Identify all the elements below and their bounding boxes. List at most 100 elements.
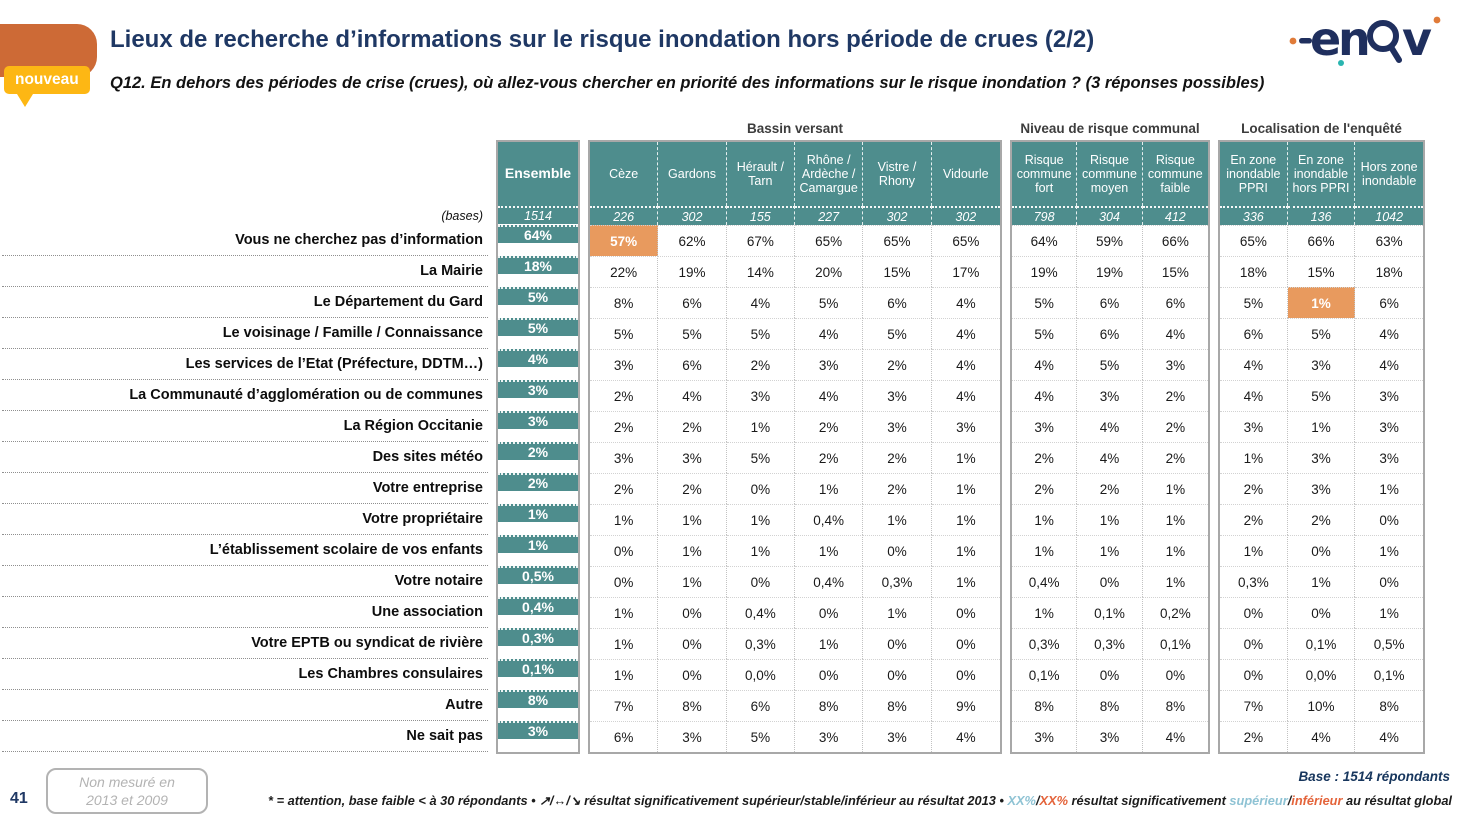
ensemble-value: 8% xyxy=(498,690,578,708)
value-cell: 1% xyxy=(658,566,727,597)
value-cell: 1% xyxy=(795,535,864,566)
row-label: Des sites météo xyxy=(2,442,488,473)
value-cell: 1% xyxy=(795,628,864,659)
value-cell: 4% xyxy=(1142,721,1208,752)
value-cell: 1% xyxy=(1142,535,1208,566)
value-cell: 0% xyxy=(1287,535,1356,566)
page-number: 41 xyxy=(10,790,28,807)
value-cell: 1% xyxy=(1142,566,1208,597)
logo-dot-right xyxy=(1433,16,1441,24)
value-cell: 0% xyxy=(931,597,1000,628)
value-cell: 2% xyxy=(1220,473,1288,504)
value-cell: 4% xyxy=(795,380,864,411)
footnote-part2: résultat significativement xyxy=(1067,793,1230,808)
row-label: Votre propriétaire xyxy=(2,504,488,535)
value-cell: 0% xyxy=(726,473,795,504)
ensemble-value: 64% xyxy=(498,225,578,243)
column-group: Bassin versant Cèze Gardons Hérault / Tarn R… xyxy=(588,116,1002,754)
value-cell: 7% xyxy=(1220,690,1288,721)
ensemble-value: 3% xyxy=(498,411,578,429)
value-cell: 9% xyxy=(931,690,1000,721)
value-cell: 3% xyxy=(1220,411,1288,442)
base-value: 1514 xyxy=(498,206,578,224)
value-cell: 4% xyxy=(931,721,1000,752)
ensemble-box: Ensemble 1514 64% 18% 5% 5% 4% 3% 3% 2% 2% 1% 1% 0,5%… xyxy=(496,140,580,754)
value-cell: 0,4% xyxy=(1012,566,1078,597)
value-cell: 5% xyxy=(1012,287,1078,318)
value-cell: 0% xyxy=(863,535,932,566)
value-cell: 63% xyxy=(1355,225,1423,256)
row-label: L’établissement scolaire de vos enfants xyxy=(2,535,488,566)
value-cell: 1% xyxy=(590,504,659,535)
ensemble-value: 2% xyxy=(498,473,578,491)
value-cell: 3% xyxy=(658,721,727,752)
value-cell: 0% xyxy=(1077,566,1143,597)
value-cell: 8% xyxy=(1142,690,1208,721)
value-cell: 1% xyxy=(1012,535,1078,566)
value-cell: 2% xyxy=(590,473,659,504)
value-cell: 6% xyxy=(590,721,659,752)
footnote-part3: au résultat global xyxy=(1342,793,1452,808)
value-cell: 3% xyxy=(795,349,864,380)
base-value: 227 xyxy=(795,206,864,225)
value-cell: 0,2% xyxy=(1142,597,1208,628)
value-cell: 1% xyxy=(931,473,1000,504)
value-cell: 2% xyxy=(1012,442,1078,473)
ensemble-column: Ensemble 1514 64% 18% 5% 5% 4% 3% 3% 2% 2% 1% 1% 0,5%… xyxy=(496,116,580,754)
value-cell: 19% xyxy=(1077,256,1143,287)
row-label: Les Chambres consulaires xyxy=(2,659,488,690)
row-label: Le voisinage / Famille / Connaissance xyxy=(2,318,488,349)
value-cell: 0% xyxy=(1287,597,1356,628)
ensemble-value: 1% xyxy=(498,535,578,553)
value-cell: 2% xyxy=(863,349,932,380)
column-header: Vistre / Rhony xyxy=(863,142,932,206)
ensemble-value: 1% xyxy=(498,504,578,522)
value-cell: 4% xyxy=(931,287,1000,318)
ensemble-value: 0,4% xyxy=(498,597,578,615)
value-cell: 4% xyxy=(1220,380,1288,411)
column-header: En zone inondable hors PPRI xyxy=(1287,142,1356,206)
value-cell: 15% xyxy=(863,256,932,287)
value-cell: 5% xyxy=(590,318,659,349)
base-value: 412 xyxy=(1142,206,1208,225)
group-title: Localisation de l'enquêté xyxy=(1241,120,1402,136)
value-cell: 4% xyxy=(658,380,727,411)
value-cell: 2% xyxy=(1220,504,1288,535)
value-cell: 0% xyxy=(1077,659,1143,690)
column-header: Rhône / Ardèche / Camargue xyxy=(795,142,864,206)
footnote-slash2: / xyxy=(1287,793,1292,808)
logo-magnifier-icon xyxy=(1367,20,1399,52)
value-cell: 3% xyxy=(1077,721,1143,752)
value-cell: 1% xyxy=(1142,504,1208,535)
row-label: La Communauté d’agglomération ou de comm… xyxy=(2,380,488,411)
value-cell: 5% xyxy=(863,318,932,349)
svg-text:n: n xyxy=(1338,12,1371,66)
value-cell: 3% xyxy=(1355,380,1423,411)
value-cell: 0,1% xyxy=(1287,628,1356,659)
column-header: Gardons xyxy=(658,142,727,206)
ensemble-value: 0,1% xyxy=(498,659,578,677)
value-cell: 0% xyxy=(1355,504,1423,535)
base-value: 336 xyxy=(1220,206,1288,225)
value-cell: 65% xyxy=(863,225,932,256)
value-cell: 2% xyxy=(590,411,659,442)
value-cell: 0,3% xyxy=(1012,628,1078,659)
value-cell: 0% xyxy=(590,535,659,566)
value-cell: 18% xyxy=(1355,256,1423,287)
value-cell: 1% xyxy=(1077,535,1143,566)
note-box: Non mesuré en 2013 et 2009 xyxy=(46,768,208,815)
value-cell: 1% xyxy=(1077,504,1143,535)
row-label: Autre xyxy=(2,690,488,721)
ensemble-value: 0,3% xyxy=(498,628,578,646)
base-value: 226 xyxy=(590,206,659,225)
footnote-inferieur: inférieur xyxy=(1291,793,1343,808)
value-cell: 0,3% xyxy=(1220,566,1288,597)
footnote-superieur: supérieur xyxy=(1229,793,1288,808)
value-cell: 4% xyxy=(1077,411,1143,442)
value-cell: 0,4% xyxy=(795,566,864,597)
value-cell: 3% xyxy=(1287,349,1356,380)
value-cell: 20% xyxy=(795,256,864,287)
value-cell: 4% xyxy=(1012,380,1078,411)
value-cell: 4% xyxy=(1355,349,1423,380)
value-cell: 19% xyxy=(1012,256,1078,287)
